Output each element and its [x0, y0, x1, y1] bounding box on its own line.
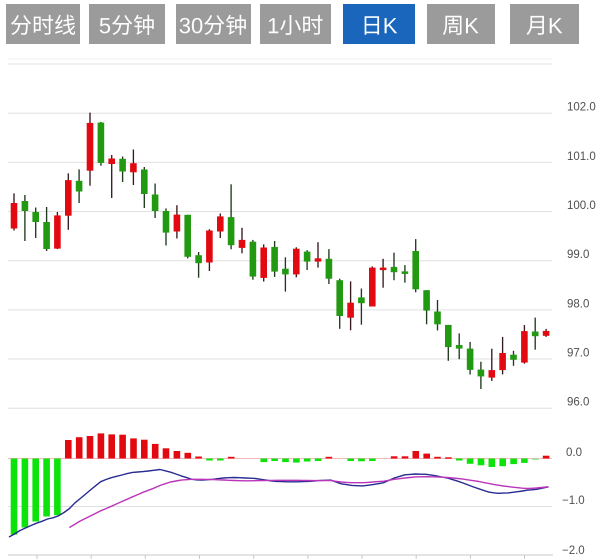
- svg-text:99.0: 99.0: [567, 249, 589, 261]
- svg-text:102.0: 102.0: [567, 102, 596, 114]
- svg-text:97.0: 97.0: [567, 348, 589, 360]
- svg-text:0.0: 0.0: [566, 447, 582, 459]
- svg-text:100.0: 100.0: [567, 200, 596, 212]
- svg-text:98.0: 98.0: [567, 298, 589, 310]
- svg-text:−1.0: −1.0: [562, 495, 585, 507]
- svg-text:96.0: 96.0: [567, 397, 589, 409]
- svg-text:101.0: 101.0: [567, 151, 596, 163]
- svg-text:−2.0: −2.0: [562, 545, 585, 557]
